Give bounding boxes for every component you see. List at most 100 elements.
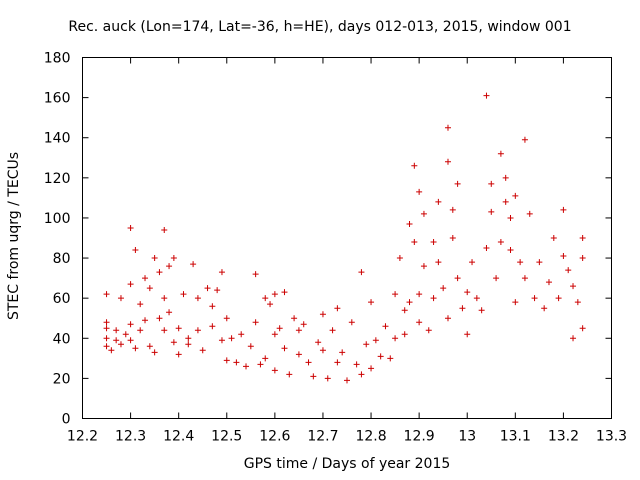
data-point: [223, 357, 230, 364]
data-point: [223, 315, 230, 322]
data-point: [127, 224, 134, 231]
x-tick-label: 12.3: [115, 429, 146, 445]
data-point: [146, 285, 153, 292]
data-point: [329, 327, 336, 334]
data-point: [151, 349, 158, 356]
data-point: [464, 331, 471, 338]
data-point: [161, 327, 168, 334]
data-point: [247, 343, 254, 350]
data-point: [271, 331, 278, 338]
data-point: [536, 259, 543, 266]
y-tick-label: 20: [53, 371, 71, 387]
data-point: [521, 136, 528, 143]
data-point: [555, 295, 562, 302]
data-point: [411, 162, 418, 169]
data-point: [252, 319, 259, 326]
data-point: [214, 287, 221, 294]
x-tick-label: 12.5: [211, 429, 242, 445]
data-point: [344, 377, 350, 384]
data-point: [175, 351, 182, 358]
data-point: [368, 299, 375, 306]
data-point: [262, 355, 269, 362]
data-point: [512, 299, 519, 306]
data-point: [454, 275, 461, 282]
data-point: [281, 289, 288, 296]
data-point: [103, 343, 110, 350]
data-point: [358, 269, 365, 276]
data-point: [579, 235, 586, 241]
data-point: [512, 192, 519, 199]
data-point: [387, 355, 394, 362]
data-point: [416, 188, 423, 195]
y-tick-label: 160: [44, 91, 71, 107]
x-tick-label: 13.1: [500, 429, 531, 445]
data-point: [560, 206, 567, 213]
y-tick-label: 100: [44, 211, 71, 227]
data-point: [190, 261, 197, 268]
x-tick-label: 13: [458, 429, 476, 445]
data-point: [127, 337, 134, 344]
data-point: [565, 267, 572, 274]
data-point: [473, 295, 480, 302]
data-point: [218, 337, 225, 344]
data-point: [521, 275, 528, 282]
data-point: [478, 307, 485, 314]
data-point: [319, 347, 326, 354]
data-point: [132, 247, 139, 254]
data-point: [122, 331, 129, 338]
y-tick-label: 60: [53, 291, 71, 307]
data-point: [396, 255, 403, 262]
data-point: [113, 327, 120, 334]
data-point: [464, 289, 471, 296]
data-point: [271, 291, 278, 298]
data-point: [267, 301, 274, 308]
data-point: [579, 325, 586, 332]
data-point: [252, 271, 259, 278]
data-point: [228, 335, 235, 342]
data-point: [416, 291, 423, 298]
data-point: [156, 269, 163, 276]
data-point: [295, 351, 302, 358]
data-point: [238, 331, 245, 338]
data-point: [377, 353, 384, 360]
data-point: [459, 305, 466, 312]
data-point: [194, 295, 201, 302]
data-point: [449, 235, 456, 241]
data-point: [319, 311, 326, 318]
data-point: [103, 325, 110, 332]
data-point: [175, 325, 182, 332]
data-point: [444, 124, 451, 131]
chart-title: Rec. auck (Lon=174, Lat=-36, h=HE), days…: [68, 19, 572, 35]
data-point: [127, 281, 134, 288]
data-point: [368, 365, 375, 372]
data-point: [151, 255, 158, 262]
data-point: [449, 206, 456, 213]
x-axis-label: GPS time / Days of year 2015: [243, 456, 451, 472]
data-point: [517, 259, 524, 266]
data-point: [497, 150, 504, 157]
x-tick-label: 12.8: [355, 429, 386, 445]
data-point: [334, 359, 341, 366]
data-point: [103, 319, 110, 326]
data-point: [430, 295, 437, 302]
data-point: [209, 323, 216, 330]
data-point: [146, 343, 153, 350]
data-point: [310, 373, 317, 380]
data-point: [488, 180, 495, 187]
data-point: [570, 335, 577, 342]
data-point: [315, 339, 322, 346]
data-point: [526, 210, 533, 217]
data-point: [233, 359, 240, 366]
data-point: [185, 335, 192, 342]
data-point: [194, 327, 201, 334]
x-tick-label: 12.2: [67, 429, 98, 445]
data-point: [382, 323, 389, 330]
data-point: [392, 291, 399, 298]
data-point: [132, 345, 139, 352]
data-point: [324, 375, 331, 382]
data-point: [113, 337, 120, 344]
data-point: [142, 275, 149, 282]
data-point: [420, 210, 427, 217]
data-point: [502, 174, 509, 181]
